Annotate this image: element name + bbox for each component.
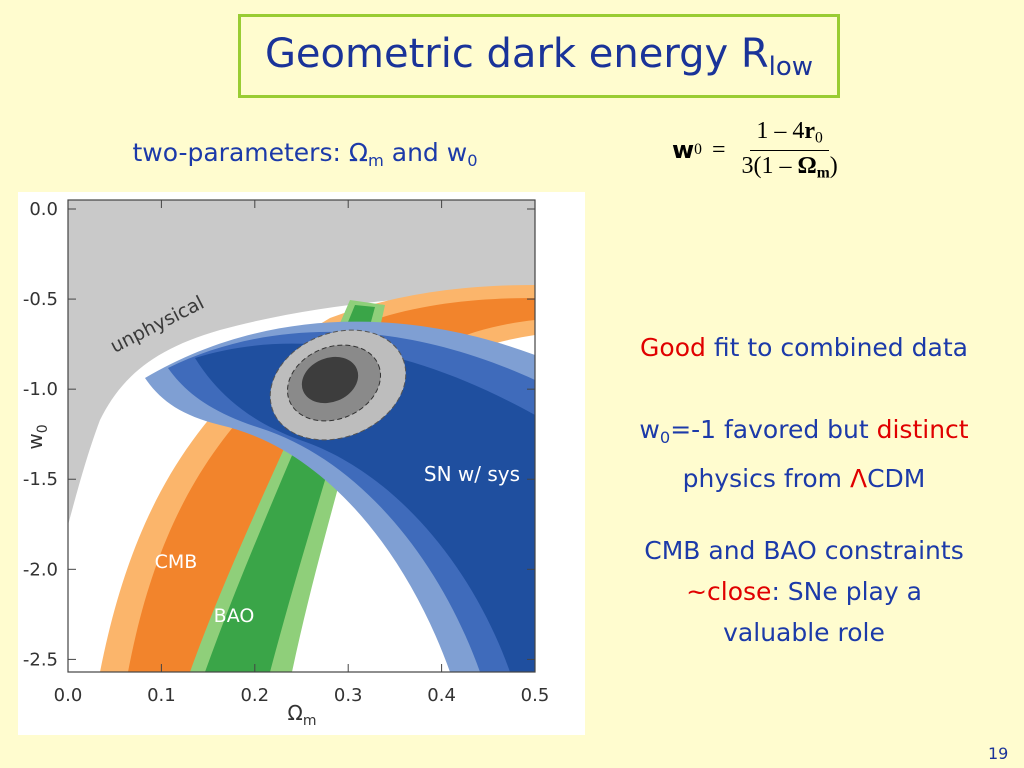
y-tick-label: -1.5 [23,469,58,490]
annotation: SN w/ sys [424,462,520,486]
bullet-line: w0=-1 favored but distinct [584,409,1024,458]
formula-text: 1 – 4 [756,118,805,144]
text-run: ~ [686,577,708,606]
x-tick-label: 0.1 [147,685,176,706]
bullet: CMB and BAO constraints ~close: SNe play … [584,530,1024,653]
title-box: Geometric dark energy Rlow [238,14,840,98]
formula-lhs-sub: 0 [694,141,702,159]
unphysical-region [68,200,535,525]
denominator: 3(1 – Ωm) [736,151,844,183]
text-run: Geometric dark energy R [264,30,769,77]
y-tick-label: -2.0 [23,559,58,580]
text-run: fit to combined data [705,333,968,362]
subtitle: two-parameters: Ωm and w0 [40,138,570,170]
text-run: and w [383,138,468,167]
x-tick-label: 0.2 [240,685,269,706]
fraction: 1 – 4r0 3(1 – Ωm) [736,118,844,182]
x-tick-label: 0.0 [54,685,83,706]
y-tick-label: 0.0 [29,199,58,220]
formula-text: 0 [815,129,823,147]
text-run: : SNe play a [771,577,922,606]
formula-text: ) [829,152,838,179]
slide-title: Geometric dark energy Rlow [265,31,813,82]
annotation: CMB [155,551,198,573]
text-run: two-parameters: [132,138,349,167]
text-run: physics from [682,463,850,493]
x-axis-label: Ωm [288,701,317,729]
text-run: m [367,150,384,170]
contours [68,200,535,672]
text-run: close [707,577,772,606]
text-run: CDM [867,463,926,493]
bullet-line: Good fit to combined data [584,327,1024,368]
text-run: distinct [876,415,969,444]
formula-text: 3(1 – [741,152,798,179]
sn-inner [195,343,535,672]
text-run: 0 [659,427,671,447]
axis-symbol: w [23,433,47,449]
x-tick-label: 0.3 [334,685,363,706]
bullet-line: CMB and BAO constraints [584,530,1024,571]
text-run: CMB and BAO constraints [644,536,964,565]
text-run: Good [640,333,706,362]
x-tick-label: 0.5 [521,685,550,706]
y-tick-label: -0.5 [23,289,58,310]
bullet-line: ~close: SNe play a [584,571,1024,612]
text-run: Ω [348,138,368,167]
axis-sub: m [303,713,317,729]
y-axis-label: w0 [23,424,51,449]
bullet: Good fit to combined data [584,327,1024,368]
formula-text: Ω [797,152,817,179]
bullet-line: physics from ΛCDM [584,458,1024,499]
page-number: 19 [988,744,1009,763]
axis-sub: 0 [35,424,51,433]
text-run: valuable role [723,618,885,647]
bullet-line: valuable role [584,612,1024,653]
formula-text: r [804,118,816,144]
text-run: Λ [849,463,868,493]
combined-inner [301,356,359,404]
numerator: 1 – 4r0 [750,118,829,151]
formula-text: m [816,164,830,182]
text-run: low [768,51,814,82]
y-tick-label: -2.5 [23,649,58,670]
text-run: 0 [467,150,478,170]
axis-symbol: Ω [288,701,303,725]
plot-frame [67,199,536,673]
bullet: w0=-1 favored but distinct physics from Λ… [584,409,1024,499]
text-run: w [639,415,660,444]
y-tick-label: -1.0 [23,379,58,400]
annotation: BAO [214,605,255,627]
formula-eq: = [711,136,726,163]
text-run: =-1 favored but [670,415,877,444]
formula-lhs: w [672,136,695,165]
x-tick-label: 0.4 [427,685,456,706]
